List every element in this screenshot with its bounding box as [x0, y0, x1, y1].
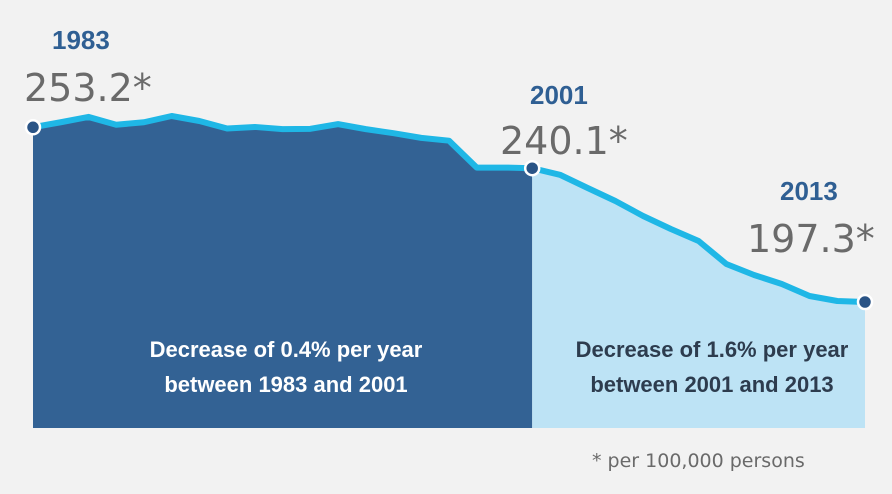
region1-label-line2: between 1983 and 2001	[164, 372, 407, 397]
region1-area	[33, 116, 533, 428]
endpoint-markers	[24, 119, 874, 311]
marker-2013	[856, 293, 874, 311]
annotation-value-2001: 240.1*	[500, 119, 628, 163]
marker-2001	[523, 159, 541, 177]
area-regions	[33, 116, 865, 428]
marker-1983	[24, 119, 42, 136]
region1-label-line1: Decrease of 0.4% per year	[150, 337, 423, 362]
region2-label-line1: Decrease of 1.6% per year	[576, 337, 849, 362]
annotation-year-1983: 1983	[52, 25, 110, 55]
annotation-value-1983: 253.2*	[24, 66, 152, 110]
annotation-value-2013: 197.3*	[747, 217, 875, 261]
annotation-year-2013: 2013	[780, 176, 838, 206]
annotation-year-2001: 2001	[530, 80, 588, 110]
trend-line-group	[30, 113, 868, 305]
region2-area	[532, 168, 865, 428]
footnote: * per 100,000 persons	[592, 450, 805, 472]
region2-label-line2: between 2001 and 2013	[590, 372, 833, 397]
trend-line	[30, 113, 868, 305]
